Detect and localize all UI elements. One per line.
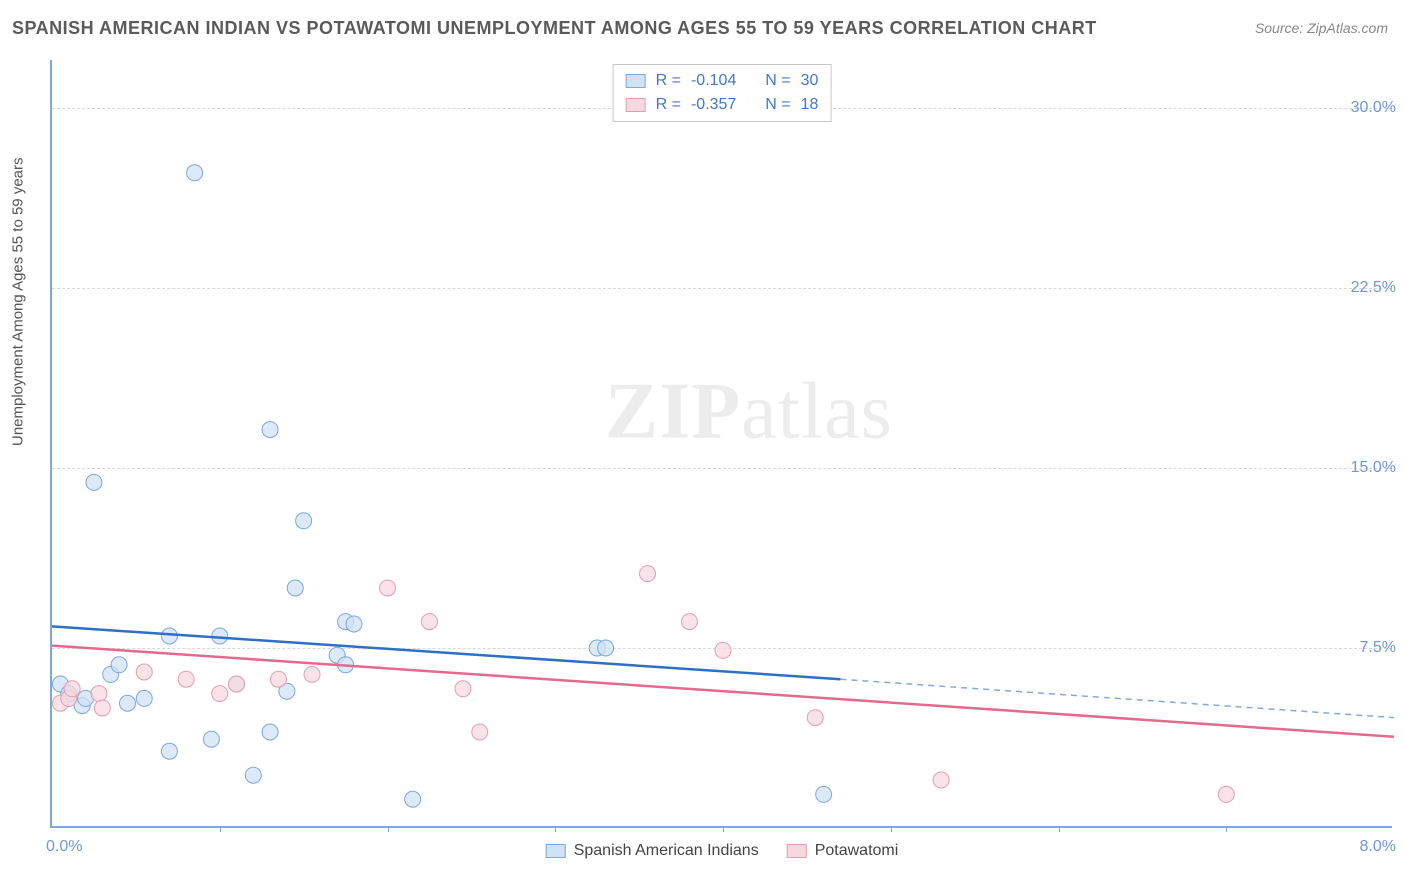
scatter-point [119,695,135,711]
scatter-point [380,580,396,596]
legend-series: Spanish American Indians Potawatomi [546,842,899,860]
scatter-point [472,724,488,740]
scatter-point [640,566,656,582]
scatter-point [421,614,437,630]
scatter-point [64,681,80,697]
source-label: Source: ZipAtlas.com [1255,20,1388,36]
scatter-point [136,690,152,706]
swatch-series-a [626,74,646,88]
trend-line-extension [840,679,1394,717]
correlation-chart: SPANISH AMERICAN INDIAN VS POTAWATOMI UN… [0,0,1406,892]
scatter-point [1218,786,1234,802]
scatter-point [405,791,421,807]
scatter-point [346,616,362,632]
scatter-point [715,642,731,658]
scatter-point [203,731,219,747]
legend-correlation: R = -0.104 N = 30 R = -0.357 N = 18 [613,64,832,122]
scatter-point [229,676,245,692]
scatter-point [187,165,203,181]
scatter-point [807,710,823,726]
legend-item-series-b: Potawatomi [787,842,899,860]
scatter-point [212,628,228,644]
scatter-point [455,681,471,697]
swatch-series-b-icon [787,844,807,858]
scatter-point [681,614,697,630]
chart-title: SPANISH AMERICAN INDIAN VS POTAWATOMI UN… [12,18,1097,39]
scatter-point [816,786,832,802]
scatter-point [161,628,177,644]
scatter-point [262,422,278,438]
scatter-point [178,671,194,687]
scatter-point [136,664,152,680]
legend-row-series-a: R = -0.104 N = 30 [626,69,819,93]
scatter-svg [52,60,1392,826]
scatter-point [262,724,278,740]
x-tick-max: 8.0% [1360,838,1396,856]
scatter-point [245,767,261,783]
scatter-point [212,686,228,702]
scatter-point [270,671,286,687]
swatch-series-a-icon [546,844,566,858]
scatter-point [91,686,107,702]
x-tick-min: 0.0% [46,838,82,856]
scatter-point [94,700,110,716]
scatter-point [161,743,177,759]
legend-item-series-a: Spanish American Indians [546,842,759,860]
y-axis-label: Unemployment Among Ages 55 to 59 years [10,157,27,446]
trend-line [52,646,1394,737]
scatter-point [111,657,127,673]
scatter-point [304,666,320,682]
legend-row-series-b: R = -0.357 N = 18 [626,93,819,117]
scatter-point [598,640,614,656]
plot-area: ZIPatlas 7.5%15.0%22.5%30.0% R = -0.104 … [50,60,1392,828]
scatter-point [933,772,949,788]
scatter-point [296,513,312,529]
swatch-series-b [626,98,646,112]
scatter-point [287,580,303,596]
scatter-point [86,474,102,490]
